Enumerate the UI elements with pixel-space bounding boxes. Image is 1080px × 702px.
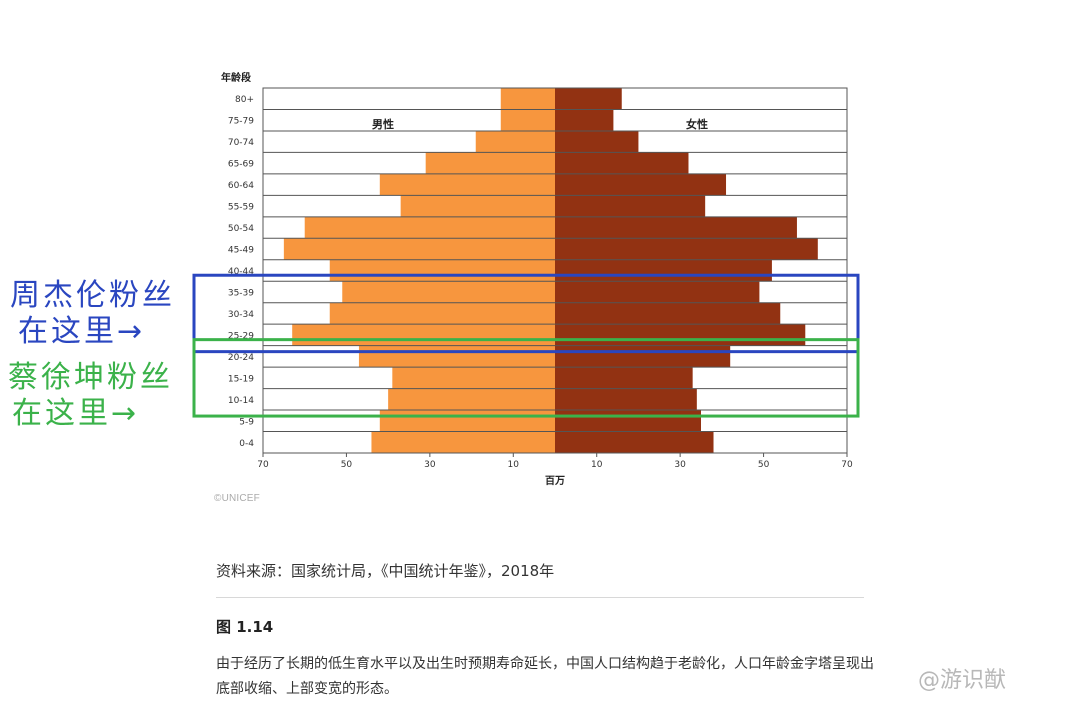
bar-female-5-9 (555, 410, 701, 432)
bar-male-10-14 (388, 388, 555, 411)
y-tick-label: 20-24 (228, 353, 254, 363)
x-tick-label: 70 (257, 460, 269, 470)
annotation-blue-line1: 周杰伦粉丝 (10, 278, 175, 313)
bar-male-45-49 (283, 238, 555, 260)
annotation-green-line1: 蔡徐坤粉丝 (8, 360, 173, 395)
bar-female-10-14 (555, 388, 697, 411)
data-source-text: 资料来源：国家统计局，《中国统计年鉴》，2018年 (216, 562, 555, 580)
figure-label: 图 1.14 (216, 618, 274, 636)
annotation-green-line2: 在这里→ (12, 396, 140, 431)
y-tick-label: 35-39 (228, 288, 254, 298)
bar-female-30-34 (555, 302, 781, 325)
bar-female-55-59 (555, 195, 706, 217)
divider (216, 597, 864, 598)
bar-female-20-24 (555, 345, 731, 368)
bar-female-15-19 (555, 367, 693, 389)
bar-male-80+ (500, 88, 555, 110)
x-tick-label: 10 (508, 460, 520, 470)
highlight-box-blue (192, 273, 860, 354)
annotation-cai-xukun-fans: 蔡徐坤粉丝 在这里→ (8, 360, 173, 432)
plot-frame (262, 87, 848, 454)
x-tick-label: 50 (341, 460, 353, 470)
y-tick-label: 30-34 (228, 310, 254, 320)
bar-male-40-44 (329, 259, 555, 282)
y-tick-label: 80+ (235, 95, 254, 105)
x-tick-label: 30 (674, 460, 686, 470)
bar-male-25-29 (292, 324, 555, 346)
y-tick-label: 55-59 (228, 203, 254, 213)
weibo-watermark: @游识猷 (918, 668, 1007, 693)
bar-female-80+ (555, 88, 622, 110)
bar-male-75-79 (500, 109, 555, 131)
y-tick-label: 5-9 (239, 417, 254, 427)
bar-male-30-34 (329, 302, 555, 325)
bar-female-45-49 (555, 238, 818, 260)
y-tick-label: 45-49 (228, 246, 254, 256)
y-tick-label: 75-79 (228, 117, 254, 127)
bar-male-70-74 (475, 130, 555, 153)
y-tick-label: 70-74 (228, 138, 254, 148)
bar-female-50-54 (555, 216, 797, 239)
y-tick-label: 65-69 (228, 160, 254, 170)
x-tick-label: 70 (841, 460, 853, 470)
bar-female-60-64 (555, 173, 727, 196)
y-tick-label: 10-14 (228, 396, 254, 406)
x-axis-title: 百万 (545, 475, 565, 487)
highlight-box-green (192, 338, 860, 418)
bar-female-70-74 (555, 130, 639, 153)
bar-male-15-19 (392, 367, 555, 389)
bar-female-40-44 (555, 259, 772, 282)
bar-female-35-39 (555, 281, 760, 303)
y-tick-label: 0-4 (239, 439, 254, 449)
x-tick-label: 10 (591, 460, 603, 470)
bar-male-5-9 (379, 410, 555, 432)
bar-female-65-69 (555, 152, 689, 174)
y-tick-label: 40-44 (228, 267, 254, 277)
bar-male-60-64 (379, 173, 555, 196)
y-tick-label: 60-64 (228, 181, 254, 191)
bar-female-75-79 (555, 109, 614, 131)
y-axis-title: 年龄段 (221, 71, 251, 84)
series-label-male: 男性 (372, 117, 394, 131)
bar-female-0-4 (555, 431, 714, 453)
bar-female-25-29 (555, 324, 806, 346)
bar-male-0-4 (371, 431, 555, 453)
bar-male-35-39 (342, 281, 555, 303)
bar-male-50-54 (304, 216, 555, 239)
y-tick-label: 25-29 (228, 331, 254, 341)
population-pyramid-chart: 年龄段 80+ 75-79 70-74 65-69 60-64 55-59 50-54 45-… (192, 71, 860, 487)
bar-male-20-24 (358, 345, 555, 368)
copyright-text: ©UNICEF (214, 493, 260, 504)
y-tick-label: 50-54 (228, 224, 254, 234)
bar-male-65-69 (425, 152, 555, 174)
y-tick-label: 15-19 (228, 374, 254, 384)
x-tick-label: 30 (424, 460, 436, 470)
figure-caption: 由于经历了长期的低生育水平以及出生时预期寿命延长，中国人口结构趋于老龄化，人口年… (216, 656, 874, 697)
annotation-jay-chou-fans: 周杰伦粉丝 在这里→ (10, 278, 175, 350)
x-tick-label: 50 (758, 460, 770, 470)
bar-male-55-59 (400, 195, 555, 217)
series-label-female: 女性 (686, 117, 708, 131)
annotation-blue-line2: 在这里→ (18, 314, 146, 349)
